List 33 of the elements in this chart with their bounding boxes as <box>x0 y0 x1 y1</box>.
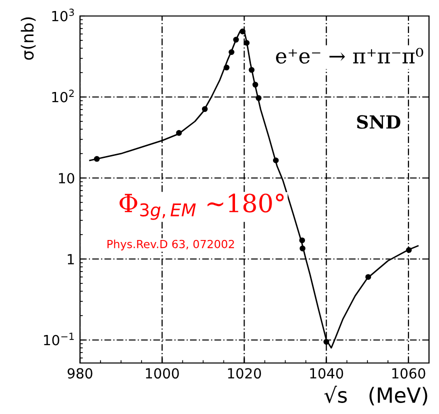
point <box>406 247 412 253</box>
x-tick-label: 1060 <box>392 368 426 379</box>
point <box>299 237 306 244</box>
annotation: Φ$_{3g,EM}$ ~180° <box>120 194 284 220</box>
y-tick-label: 1 <box>68 254 74 264</box>
y-tick-label: 10$^{−1}$ <box>44 332 74 346</box>
point <box>365 274 372 280</box>
point <box>176 130 182 136</box>
x-tick-label: 1020 <box>228 368 261 379</box>
point <box>272 157 279 164</box>
y-axis-title: σ(nb) <box>20 17 36 60</box>
point <box>94 156 100 162</box>
point <box>252 82 258 88</box>
point <box>244 40 250 46</box>
x-axis-title: √s (MeV) <box>324 386 428 406</box>
y-tick-label: 10$^{3}$ <box>52 8 74 22</box>
y-tick-label: 10 <box>58 172 74 184</box>
point <box>228 49 234 56</box>
point <box>248 67 255 73</box>
point <box>233 36 239 43</box>
point <box>202 106 208 112</box>
point <box>256 95 262 101</box>
point <box>323 338 330 345</box>
x-tick-label: 1000 <box>146 368 179 379</box>
annotation: e⁺e⁻ → π⁺π⁻π⁰ <box>276 48 424 64</box>
point <box>300 246 306 252</box>
x-tick-label: 1040 <box>310 368 344 379</box>
annotation: SND <box>357 115 400 129</box>
annotation: Phys.Rev.D 63, 072002 <box>108 240 234 250</box>
y-tick-label: 10$^{2}$ <box>52 90 74 102</box>
x-tick-label: 980 <box>68 368 92 379</box>
point <box>240 28 246 34</box>
point <box>224 64 230 70</box>
